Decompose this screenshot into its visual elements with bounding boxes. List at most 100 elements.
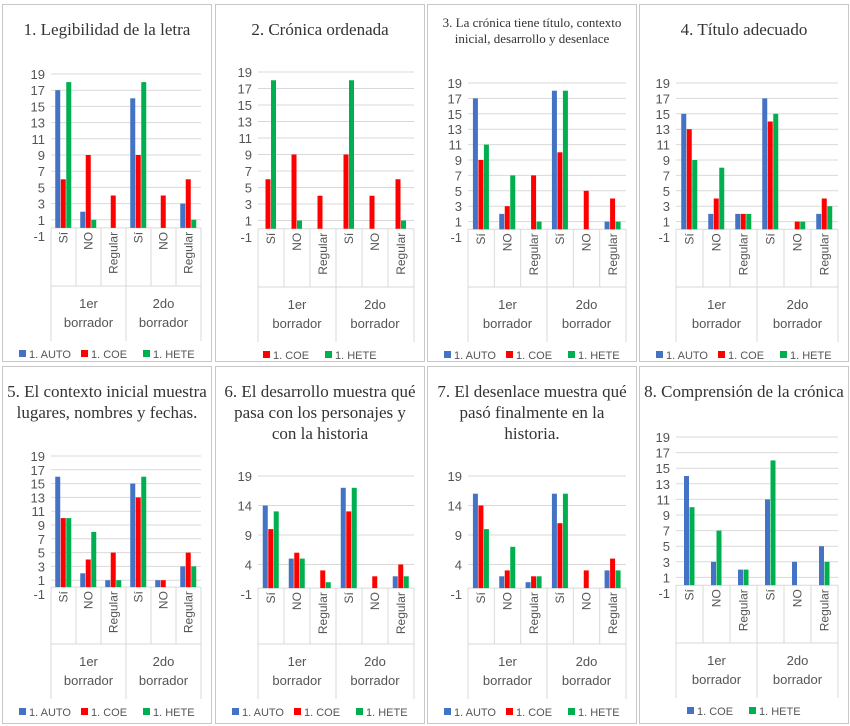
legend-label: 1. AUTO xyxy=(29,707,71,719)
bar-coe xyxy=(398,564,404,589)
bar-coe xyxy=(531,576,537,589)
group-label: 2do xyxy=(153,654,175,669)
y-tick-label: 19 xyxy=(448,76,462,91)
bar-hete xyxy=(773,113,779,230)
y-tick-label: 7 xyxy=(663,168,670,183)
bar-coe xyxy=(794,221,800,230)
legend-swatch xyxy=(19,350,26,357)
category-label: Sí xyxy=(264,591,278,603)
bar-hete xyxy=(299,558,305,589)
category-label: Regular xyxy=(606,592,620,634)
chart-title: 6. El desarrollo muestra qué pasa con lo… xyxy=(224,382,416,443)
bar-coe xyxy=(135,497,141,588)
bar-hete xyxy=(66,518,72,588)
y-tick-label: 17 xyxy=(31,83,45,98)
bar-coe xyxy=(395,179,401,229)
group-label: 2do xyxy=(364,654,386,669)
bar-hete xyxy=(770,460,776,586)
category-label: Sí xyxy=(57,231,71,243)
y-tick-label: 9 xyxy=(38,148,45,163)
bar-hete xyxy=(824,561,830,586)
category-label: Regular xyxy=(316,233,330,275)
category-label: Sí xyxy=(342,232,356,244)
bar-hete xyxy=(562,493,568,589)
category-label: NO xyxy=(368,233,382,251)
bar-coe xyxy=(583,190,589,230)
y-tick-label: 3 xyxy=(38,197,45,212)
y-tick-label: 3 xyxy=(245,197,252,212)
bar-auto xyxy=(499,576,505,589)
category-label: Regular xyxy=(394,592,408,634)
y-tick-label: 1 xyxy=(663,215,670,230)
bar-auto xyxy=(819,546,824,586)
y-tick-label: 13 xyxy=(448,122,462,137)
legend-swatch xyxy=(568,708,575,715)
chart-title: 5. El contexto inicial muestra lugares, … xyxy=(7,382,207,422)
y-tick-label: 1 xyxy=(663,570,670,585)
chart-title: 7. El desenlace muestra qué pasó finalme… xyxy=(437,382,627,443)
y-tick-label: 19 xyxy=(238,65,252,80)
bar-auto xyxy=(80,211,86,228)
bar-hete xyxy=(191,566,197,588)
bar-auto xyxy=(551,90,557,230)
y-tick-label: 15 xyxy=(448,107,462,122)
bar-auto xyxy=(816,213,822,230)
bar-coe xyxy=(557,523,563,589)
y-tick-label: 4 xyxy=(245,558,252,573)
chart-title: 3. La crónica tiene título, contexto ini… xyxy=(442,15,622,46)
category-label: Sí xyxy=(683,233,697,245)
bar-auto xyxy=(288,558,294,589)
legend-label: 1. HETE xyxy=(153,707,195,719)
bar-hete xyxy=(141,476,147,588)
bar-hete xyxy=(191,219,197,228)
category-label: NO xyxy=(368,592,382,610)
category-label: Regular xyxy=(818,233,832,275)
category-label: Sí xyxy=(553,233,567,245)
legend-label: 1. COE xyxy=(304,707,340,719)
bar-hete xyxy=(325,582,331,589)
y-tick-label: 17 xyxy=(31,463,45,478)
y-tick-label: -1 xyxy=(33,587,45,602)
category-label: Sí xyxy=(474,591,488,603)
bar-coe xyxy=(372,576,378,589)
bar-coe xyxy=(821,198,827,230)
legend-swatch xyxy=(143,708,150,715)
group-label: 1er xyxy=(707,297,726,312)
y-tick-label: 9 xyxy=(663,153,670,168)
bar-hete xyxy=(273,511,279,589)
y-tick-label: 5 xyxy=(455,184,462,199)
bar-auto xyxy=(105,580,111,588)
bar-coe xyxy=(85,559,91,588)
category-label: Sí xyxy=(474,233,488,245)
category-label: Regular xyxy=(316,592,330,634)
y-tick-label: 9 xyxy=(38,518,45,533)
category-label: Regular xyxy=(737,589,751,631)
legend-label: 1. COE xyxy=(91,707,127,719)
y-tick-label: 13 xyxy=(31,490,45,505)
y-tick-label: 3 xyxy=(663,555,670,570)
bar-auto xyxy=(262,505,268,589)
bar-hete xyxy=(615,570,621,589)
y-tick-label: 1 xyxy=(455,215,462,230)
category-label: Regular xyxy=(737,233,751,275)
bar-auto xyxy=(180,203,186,228)
legend-swatch xyxy=(263,351,270,358)
y-tick-label: 11 xyxy=(449,138,463,153)
y-tick-label: 7 xyxy=(663,524,670,539)
legend-label: 1. COE xyxy=(728,350,764,362)
bar-auto xyxy=(681,113,687,230)
bar-auto xyxy=(155,580,161,588)
bar-coe xyxy=(767,121,773,230)
legend-swatch xyxy=(81,350,88,357)
y-tick-label: 15 xyxy=(31,477,45,492)
legend-label: 1. AUTO xyxy=(666,350,708,362)
legend-swatch xyxy=(687,707,694,714)
bar-hete xyxy=(297,220,302,229)
legend-swatch xyxy=(506,351,513,358)
bar-auto xyxy=(684,476,689,586)
legend-label: 1. HETE xyxy=(578,707,620,719)
group-label: borrador xyxy=(350,316,400,331)
y-tick-label: 11 xyxy=(32,132,46,147)
category-label: Sí xyxy=(683,589,697,601)
